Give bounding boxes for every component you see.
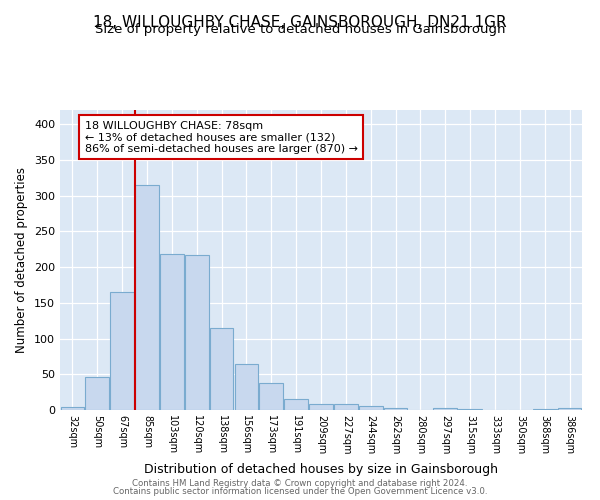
Text: 18 WILLOUGHBY CHASE: 78sqm
← 13% of detached houses are smaller (132)
86% of sem: 18 WILLOUGHBY CHASE: 78sqm ← 13% of deta… xyxy=(85,120,358,154)
X-axis label: Distribution of detached houses by size in Gainsborough: Distribution of detached houses by size … xyxy=(144,462,498,475)
Bar xyxy=(359,406,383,410)
Text: Contains HM Land Registry data © Crown copyright and database right 2024.: Contains HM Land Registry data © Crown c… xyxy=(132,478,468,488)
Bar xyxy=(235,364,258,410)
Bar xyxy=(284,398,308,410)
Bar xyxy=(433,408,457,410)
Bar xyxy=(110,292,134,410)
Bar xyxy=(185,255,209,410)
Bar xyxy=(334,404,358,410)
Bar xyxy=(160,254,184,410)
Text: Contains public sector information licensed under the Open Government Licence v3: Contains public sector information licen… xyxy=(113,487,487,496)
Bar xyxy=(135,185,159,410)
Text: 18, WILLOUGHBY CHASE, GAINSBOROUGH, DN21 1GR: 18, WILLOUGHBY CHASE, GAINSBOROUGH, DN21… xyxy=(93,15,507,30)
Bar xyxy=(61,407,84,410)
Bar xyxy=(210,328,233,410)
Bar xyxy=(458,408,482,410)
Bar xyxy=(259,383,283,410)
Text: Size of property relative to detached houses in Gainsborough: Size of property relative to detached ho… xyxy=(95,22,505,36)
Bar xyxy=(533,408,557,410)
Bar xyxy=(384,408,407,410)
Bar xyxy=(558,408,581,410)
Bar xyxy=(85,377,109,410)
Y-axis label: Number of detached properties: Number of detached properties xyxy=(16,167,28,353)
Bar xyxy=(309,404,333,410)
